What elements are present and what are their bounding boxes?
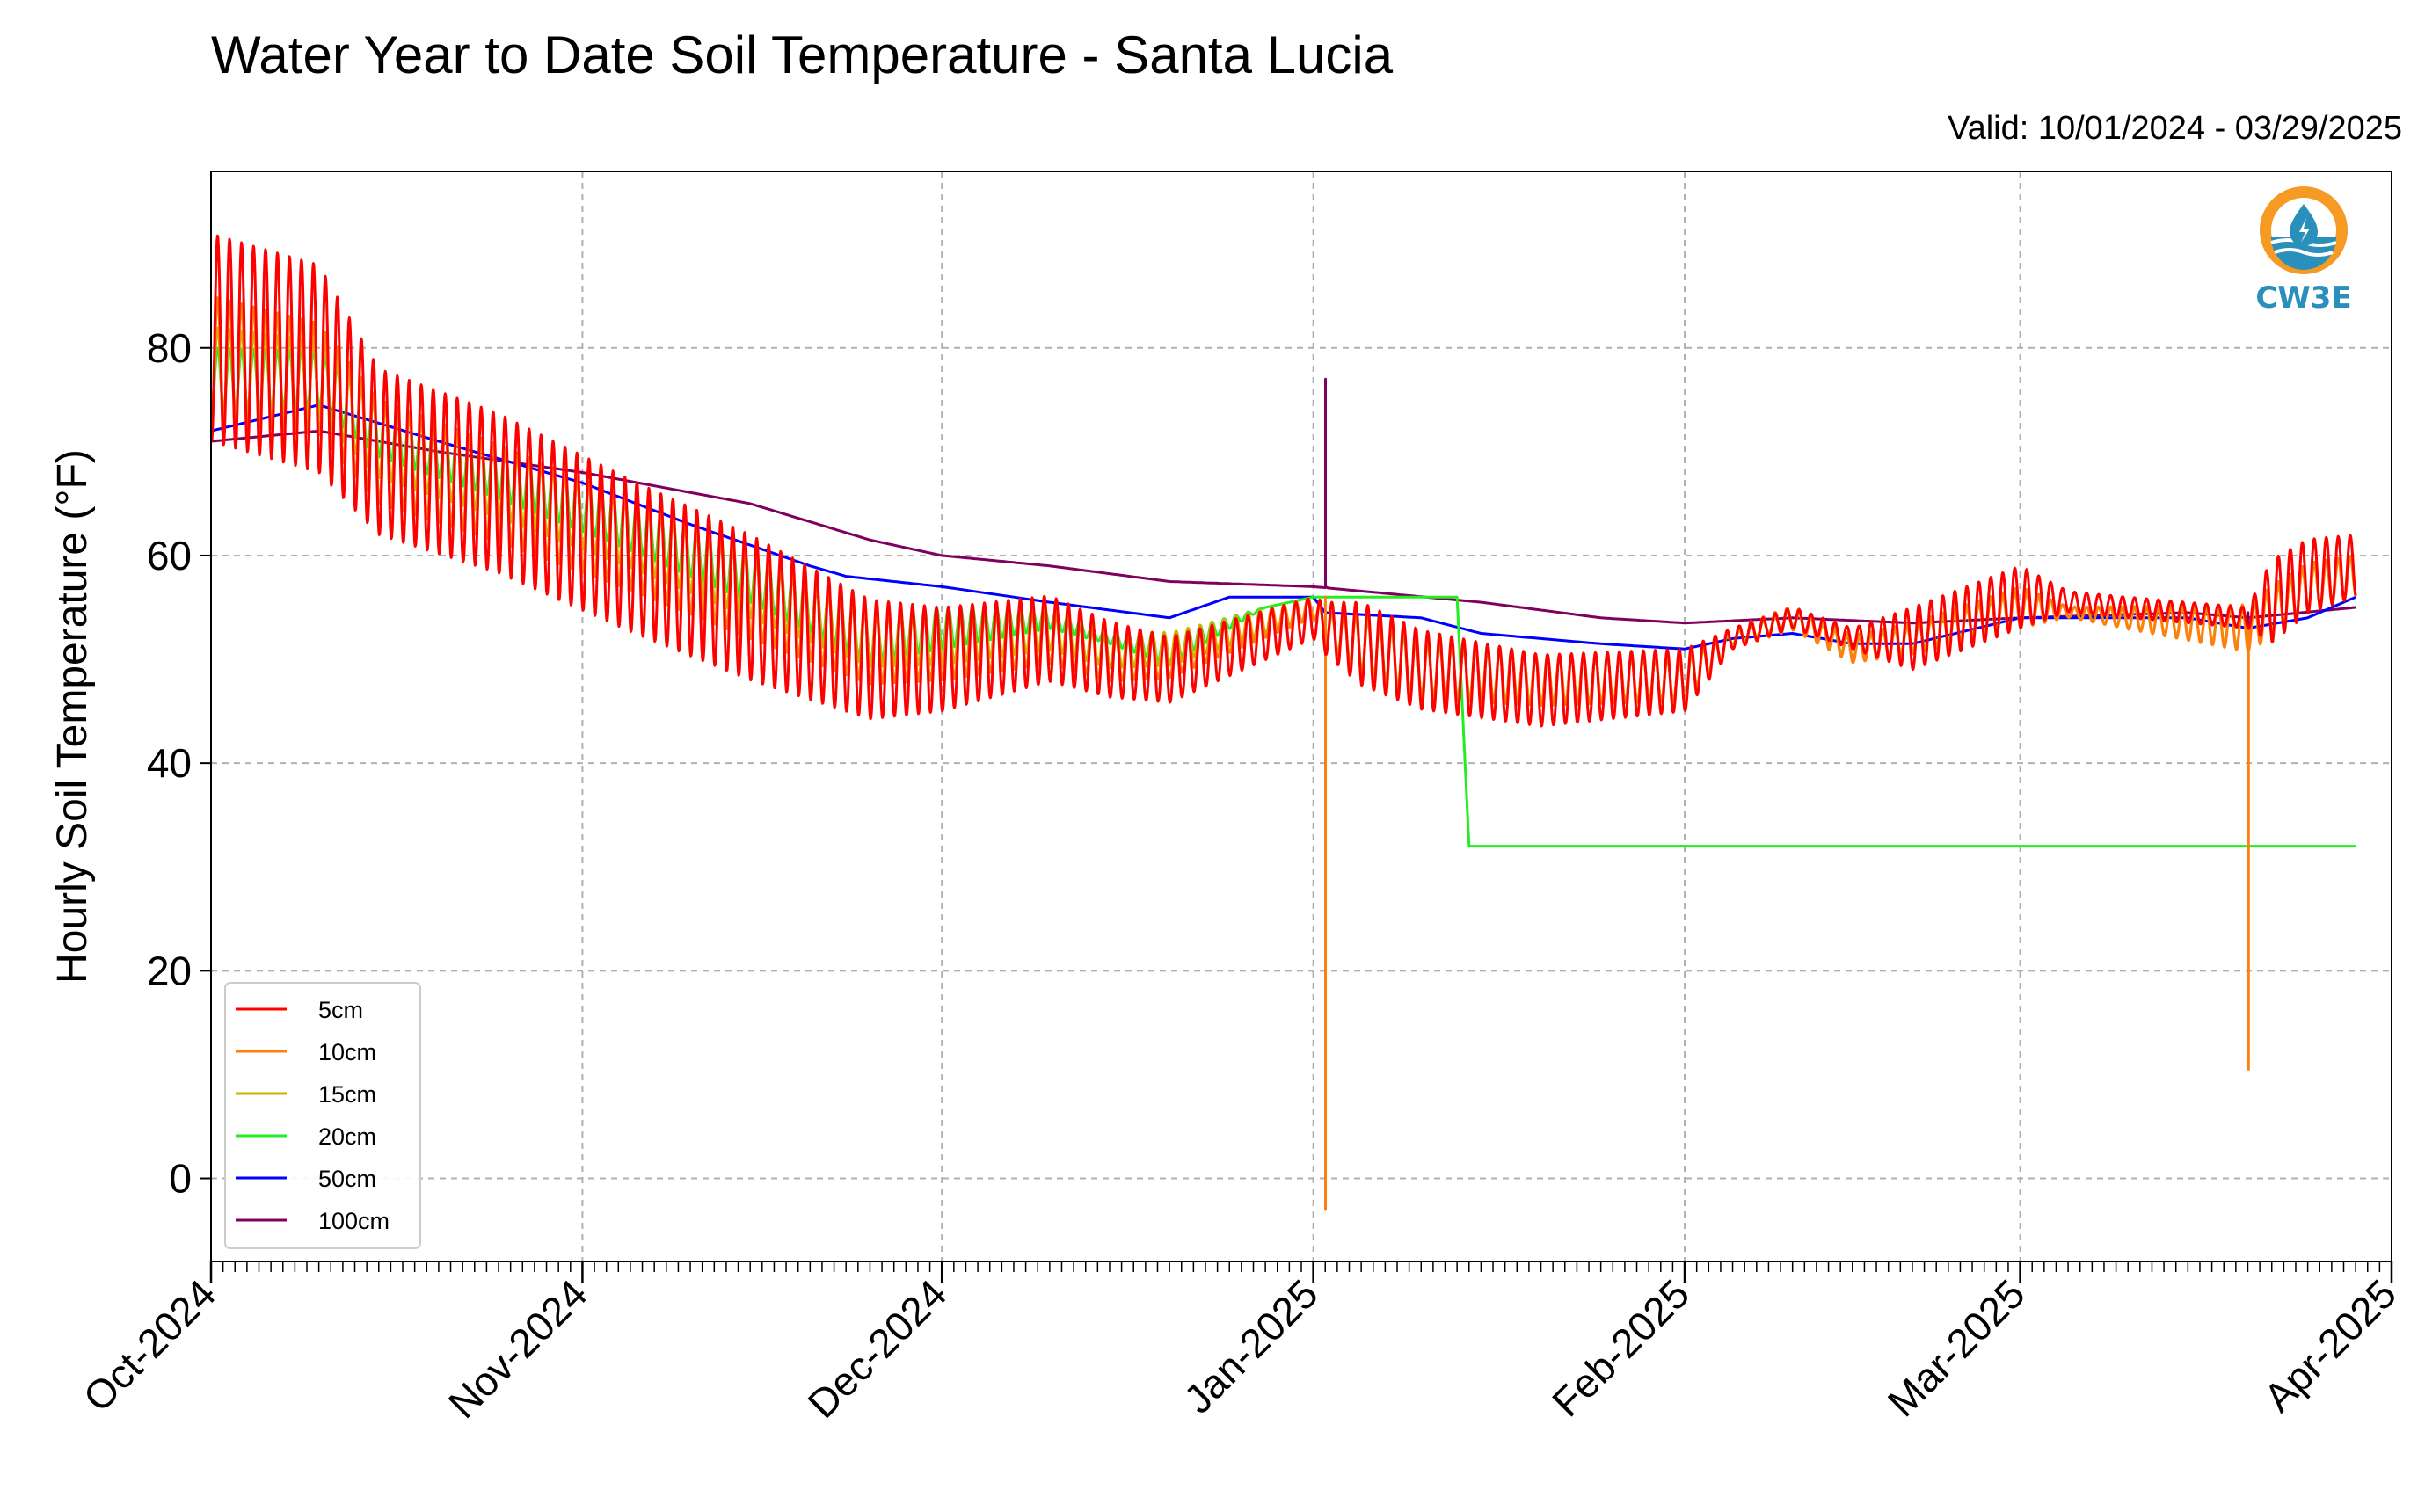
cw3e-water-drop-logo (2260, 186, 2348, 274)
x-tick-label: Nov-2024 (440, 1270, 596, 1427)
y-tick-label: 0 (169, 1156, 192, 1202)
x-tick-label: Feb-2025 (1543, 1270, 1698, 1425)
legend-label: 20cm (318, 1123, 376, 1150)
legend-label: 5cm (318, 997, 363, 1023)
chart-title: Water Year to Date Soil Temperature - Sa… (211, 25, 1394, 84)
legend-label: 15cm (318, 1081, 376, 1108)
legend: 5cm 10cm 15cm 20cm 50cm 100cm (224, 982, 421, 1249)
x-tick-label: Oct-2024 (75, 1270, 225, 1421)
series-line-50cm (211, 403, 2356, 827)
legend-label: 10cm (318, 1039, 376, 1065)
plot-frame (210, 171, 2392, 1262)
y-tick-label: 80 (147, 325, 192, 371)
valid-date-range: Valid: 10/01/2024 - 03/29/2025 (1948, 110, 2402, 147)
legend-label: 50cm (318, 1166, 376, 1192)
gridlines (211, 171, 2392, 1261)
x-tick-label: Jan-2025 (1175, 1270, 1326, 1421)
x-tick-label: Apr-2025 (2254, 1270, 2405, 1421)
y-tick-label: 20 (147, 948, 192, 993)
series-line-5cm (211, 234, 2357, 728)
cw3e-logo: CW3E (2255, 186, 2352, 316)
legend-label: 100cm (318, 1208, 390, 1234)
legend-box (224, 982, 421, 1249)
x-tick-label: Dec-2024 (798, 1270, 955, 1427)
axis-ticks (200, 346, 2393, 1283)
y-tick-label: 40 (147, 740, 192, 786)
series-line-10cm (211, 296, 2357, 1211)
series-lines (211, 234, 2357, 1211)
y-tick-label: 60 (147, 533, 192, 578)
y-axis-label: Hourly Soil Temperature (°F) (49, 449, 96, 984)
x-tick-label: Mar-2025 (1879, 1270, 2034, 1425)
cw3e-logo-text: CW3E (2255, 280, 2351, 316)
